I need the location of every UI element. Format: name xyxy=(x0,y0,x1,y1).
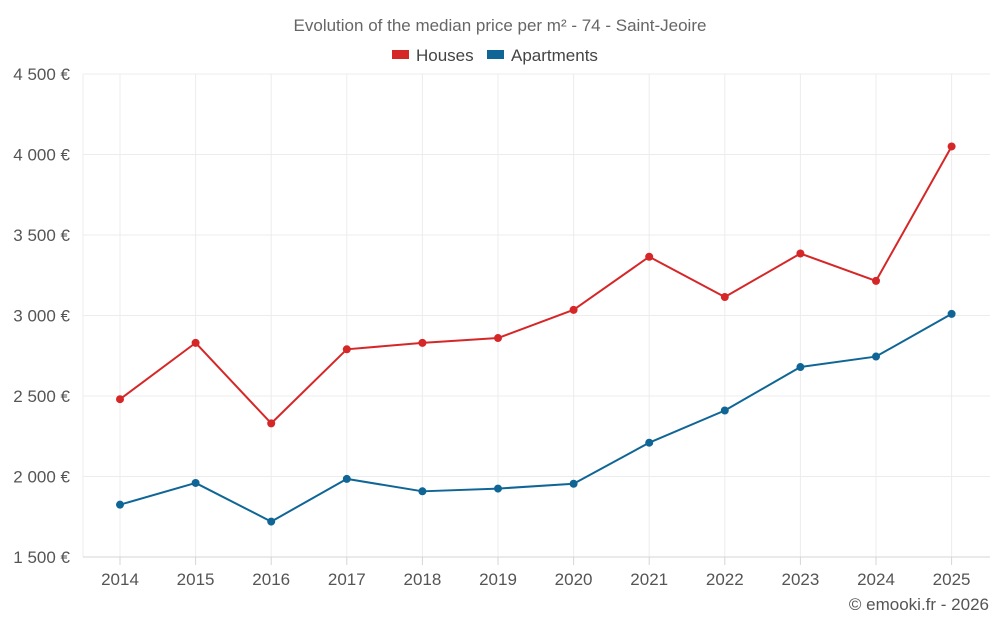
x-tick-label: 2022 xyxy=(706,570,744,589)
data-point-apartments[interactable] xyxy=(116,500,124,509)
x-tick-label: 2024 xyxy=(857,570,895,589)
series-lines xyxy=(116,142,956,526)
x-tick-label: 2016 xyxy=(252,570,290,589)
data-point-houses[interactable] xyxy=(494,334,502,343)
data-point-apartments[interactable] xyxy=(872,352,880,361)
y-tick-label: 1 500 € xyxy=(13,548,70,567)
data-point-houses[interactable] xyxy=(569,305,578,314)
legend[interactable]: Houses Apartments xyxy=(392,46,598,65)
x-tick-label: 2014 xyxy=(101,570,139,589)
y-tick-label: 2 500 € xyxy=(13,387,70,406)
x-tick-label: 2020 xyxy=(555,570,593,589)
grid xyxy=(82,73,990,557)
data-point-apartments[interactable] xyxy=(191,478,200,487)
x-tick-label: 2019 xyxy=(479,570,517,589)
data-point-houses[interactable] xyxy=(418,338,427,347)
data-point-apartments[interactable] xyxy=(720,406,729,415)
data-point-apartments[interactable] xyxy=(494,484,502,493)
data-point-houses[interactable] xyxy=(645,252,654,261)
data-point-houses[interactable] xyxy=(342,345,351,354)
axes: 1 500 € 2 000 € 2 500 € 3 000 € 3 500 € 4 000… xyxy=(13,65,990,589)
data-point-apartments[interactable] xyxy=(267,517,276,526)
data-point-apartments[interactable] xyxy=(796,363,805,372)
data-point-houses[interactable] xyxy=(720,292,729,301)
legend-swatch-houses[interactable] xyxy=(392,50,409,59)
data-point-houses[interactable] xyxy=(796,249,805,258)
data-point-apartments[interactable] xyxy=(418,487,427,496)
series-line-apartments xyxy=(119,313,953,523)
x-tick-label: 2025 xyxy=(933,570,971,589)
legend-label-houses[interactable]: Houses xyxy=(416,46,474,65)
y-tick-label: 3 500 € xyxy=(13,226,70,245)
y-tick-label: 2 000 € xyxy=(13,468,70,487)
data-point-houses[interactable] xyxy=(947,142,956,151)
y-tick-label: 4 500 € xyxy=(13,65,70,84)
legend-swatch-apartments[interactable] xyxy=(487,50,504,59)
series-line-houses xyxy=(119,145,953,425)
legend-label-apartments[interactable]: Apartments xyxy=(511,46,598,65)
x-tick-label: 2021 xyxy=(630,570,668,589)
x-tick-label: 2017 xyxy=(328,570,366,589)
y-tick-label: 4 000 € xyxy=(13,146,70,165)
data-point-apartments[interactable] xyxy=(947,309,956,318)
x-tick-label: 2015 xyxy=(177,570,215,589)
data-point-houses[interactable] xyxy=(191,338,200,347)
x-tick-label: 2023 xyxy=(781,570,819,589)
x-tick-label: 2018 xyxy=(403,570,441,589)
data-point-apartments[interactable] xyxy=(569,479,578,488)
data-point-houses[interactable] xyxy=(116,395,124,404)
data-point-apartments[interactable] xyxy=(342,474,351,483)
data-point-houses[interactable] xyxy=(872,276,880,285)
data-point-apartments[interactable] xyxy=(645,438,654,447)
data-point-houses[interactable] xyxy=(267,419,276,428)
credit-text: © emooki.fr - 2026 xyxy=(849,595,989,614)
y-tick-label: 3 000 € xyxy=(13,307,70,326)
chart-title: Evolution of the median price per m² - 7… xyxy=(294,16,707,35)
